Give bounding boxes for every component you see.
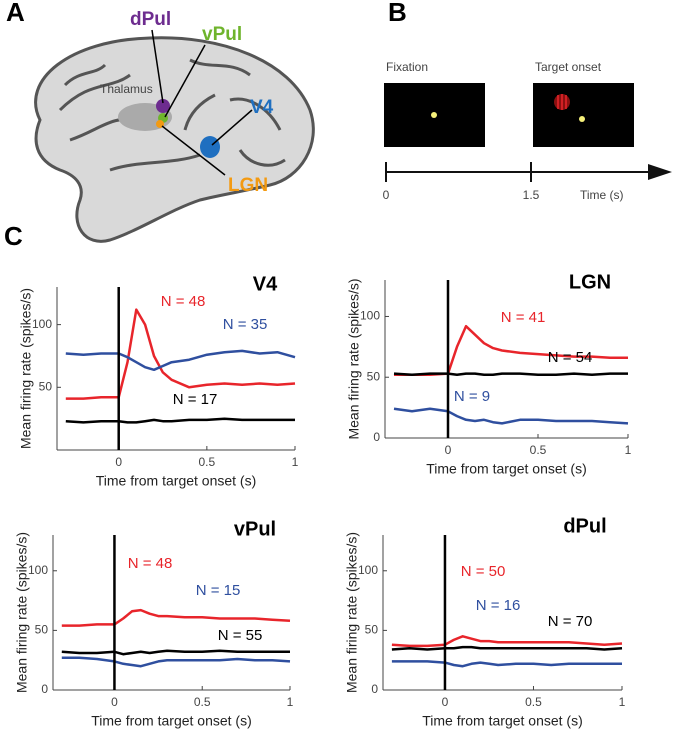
target-onset-label: Target onset [535, 60, 602, 74]
y-tick-label: 100 [358, 563, 378, 577]
timeline-arrow [648, 164, 672, 180]
series-label: N = 41 [501, 309, 546, 326]
thalamus-label: Thalamus [100, 82, 153, 96]
y-tick-label: 50 [365, 623, 379, 637]
series-line [391, 635, 623, 648]
x-axis-label: Time from target onset (s) [422, 713, 583, 729]
panel-label: A [6, 0, 25, 27]
pointer [151, 29, 164, 104]
series-label: N = 70 [548, 613, 593, 630]
series-label: N = 17 [173, 391, 218, 408]
series-label: N = 54 [548, 349, 593, 366]
series-label: N = 55 [218, 627, 263, 644]
chart-title: vPul [234, 518, 276, 540]
pointer [211, 109, 253, 146]
series-line [391, 645, 623, 651]
grating-stripes [557, 94, 567, 110]
y-axis-label: Mean firing rate (spikes/s) [344, 532, 360, 693]
y-tick-label: 0 [373, 430, 380, 444]
series-line [65, 308, 296, 400]
x-axis-label: Time from target onset (s) [426, 461, 587, 477]
series-line [61, 656, 291, 668]
y-tick-label: 100 [360, 309, 380, 323]
target-screen [533, 83, 634, 147]
series-label: N = 35 [223, 316, 268, 333]
series-label: N = 48 [128, 555, 173, 572]
timeline-axis-label: Time (s) [580, 188, 624, 202]
x-tick-label: 1 [287, 695, 294, 709]
v4-marker [200, 136, 220, 158]
series-line [61, 608, 291, 627]
series-label: N = 15 [196, 582, 241, 599]
x-tick-label: 0 [445, 443, 452, 457]
y-axis-label: Mean firing rate (spikes/s) [14, 532, 30, 693]
series-line [61, 649, 290, 656]
chart-title: LGN [569, 271, 611, 293]
y-axis-label: Mean firing rate (spikes/s) [346, 278, 362, 439]
x-tick-label: 0.5 [525, 695, 542, 709]
timeline-start: 0 [383, 188, 390, 202]
series-line [393, 372, 628, 377]
fixation-point [579, 116, 585, 122]
x-axis-label: Time from target onset (s) [91, 713, 252, 729]
x-tick-label: 0 [442, 695, 449, 709]
x-axis-label: Time from target onset (s) [96, 473, 257, 489]
lgn-label: LGN [228, 175, 268, 196]
series-label: N = 9 [454, 388, 490, 405]
series-line [394, 324, 628, 377]
chart-title: dPul [563, 515, 606, 537]
chart-title: V4 [253, 273, 278, 295]
y-tick-label: 100 [32, 317, 52, 331]
x-tick-label: 1 [625, 443, 632, 457]
fixation-point [431, 112, 437, 118]
dpul-label: dPul [130, 9, 171, 30]
panel-label: B [388, 0, 407, 27]
x-tick-label: 0.5 [194, 695, 211, 709]
x-tick-label: 0.5 [199, 455, 216, 469]
y-tick-label: 50 [367, 369, 381, 383]
y-tick-label: 100 [28, 563, 48, 577]
pointer [161, 125, 226, 176]
series-label: N = 50 [461, 563, 506, 580]
series-line [65, 417, 295, 424]
x-tick-label: 0.5 [530, 443, 547, 457]
x-tick-label: 0 [111, 695, 118, 709]
x-tick-label: 1 [292, 455, 299, 469]
timeline-mid: 1.5 [523, 188, 540, 202]
series-label: N = 16 [476, 597, 521, 614]
panel-label: C [4, 221, 23, 251]
y-tick-label: 50 [35, 623, 49, 637]
vpul-label: vPul [202, 24, 242, 45]
brain-outline [34, 36, 315, 243]
dpul-marker [156, 99, 170, 113]
x-tick-label: 1 [619, 695, 626, 709]
sulci [58, 58, 286, 172]
pointer [164, 44, 206, 118]
fixation-label: Fixation [386, 60, 428, 74]
v4-label: V4 [250, 97, 274, 118]
series-line [391, 660, 622, 668]
x-tick-label: 0 [115, 455, 122, 469]
y-tick-label: 50 [39, 379, 53, 393]
y-axis-label: Mean firing rate (spikes/s) [18, 288, 34, 449]
series-label: N = 48 [161, 293, 206, 310]
series-line [65, 349, 296, 372]
y-tick-label: 0 [371, 682, 378, 696]
series-line [393, 407, 629, 425]
y-tick-label: 0 [41, 682, 48, 696]
